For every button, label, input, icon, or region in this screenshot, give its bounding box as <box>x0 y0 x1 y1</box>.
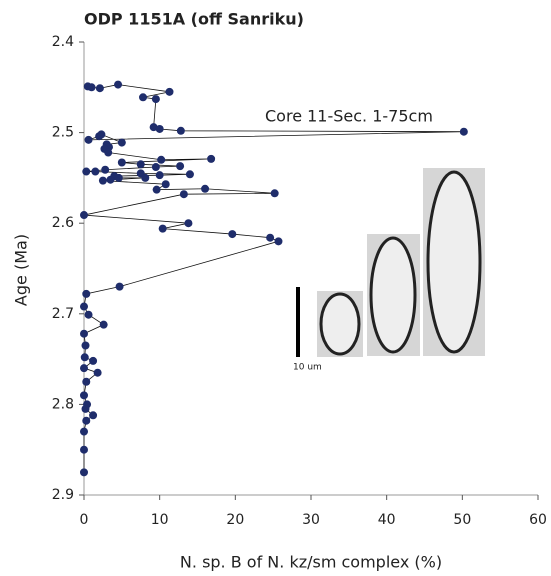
data-point <box>80 445 88 454</box>
chart-title: ODP 1151A (off Sanriku) <box>84 10 304 29</box>
data-point <box>80 364 88 373</box>
data-point <box>115 282 124 291</box>
data-point <box>141 173 150 182</box>
data-point <box>97 130 106 139</box>
data-point <box>228 230 237 239</box>
x-tick-label: 0 <box>80 512 89 528</box>
data-point <box>84 310 93 319</box>
data-point <box>157 155 166 164</box>
data-point <box>80 391 88 400</box>
data-point <box>114 173 123 182</box>
data-point <box>139 93 148 102</box>
data-point <box>82 167 91 176</box>
data-point <box>106 175 115 184</box>
diatom-images <box>296 168 485 357</box>
x-tick-label: 20 <box>226 512 244 528</box>
y-tick-label: 2.6 <box>52 215 74 231</box>
data-point <box>101 165 110 174</box>
y-axis-label: Age (Ma) <box>12 234 31 306</box>
x-axis-label: N. sp. B of N. kz/sm complex (%) <box>180 553 442 572</box>
data-point <box>155 124 164 133</box>
data-point <box>165 87 174 96</box>
data-point <box>158 224 167 233</box>
x-tick-label: 10 <box>151 512 169 528</box>
data-point <box>104 148 113 157</box>
x-tick-label: 40 <box>378 512 396 528</box>
data-point <box>80 302 88 311</box>
data-point <box>201 184 210 193</box>
data-point <box>84 135 93 144</box>
data-point <box>151 163 160 172</box>
data-point <box>80 468 88 477</box>
data-point <box>266 233 275 242</box>
data-point <box>270 189 279 198</box>
data-point <box>114 80 123 89</box>
y-tick-label: 2.7 <box>52 306 74 322</box>
scale-bar-label: 10 um <box>293 363 322 373</box>
y-tick-label: 2.9 <box>52 487 74 503</box>
y-tick-label: 2.4 <box>52 34 74 50</box>
data-point <box>95 84 104 93</box>
data-point <box>87 83 96 92</box>
y-tick-label: 2.8 <box>52 396 74 412</box>
data-point <box>89 411 98 420</box>
data-point <box>176 162 185 171</box>
data-point <box>81 341 90 350</box>
data-point <box>91 167 100 176</box>
data-point <box>207 154 216 163</box>
data-point <box>149 123 158 132</box>
data-point <box>80 353 89 362</box>
data-point <box>82 377 91 386</box>
data-point <box>81 404 90 413</box>
data-point <box>82 416 91 425</box>
data-point <box>184 219 193 228</box>
data-point <box>80 329 88 338</box>
x-tick-label: 30 <box>302 512 320 528</box>
data-point <box>179 190 188 199</box>
data-point <box>117 158 126 167</box>
data-point <box>152 185 161 194</box>
data-point <box>274 237 283 246</box>
data-point <box>82 289 91 298</box>
data-point <box>80 427 88 436</box>
data-point <box>117 138 126 147</box>
y-tick-label: 2.5 <box>52 125 74 141</box>
x-tick-label: 60 <box>529 512 547 528</box>
data-point <box>161 180 170 189</box>
data-point <box>80 211 88 220</box>
data-point <box>176 126 185 135</box>
data-point <box>459 127 468 136</box>
x-tick-label: 50 <box>453 512 471 528</box>
data-point <box>98 176 107 185</box>
data-point <box>151 95 160 104</box>
data-point <box>89 356 98 365</box>
data-point <box>155 171 164 180</box>
annotation: Core 11-Sec. 1-75cm <box>265 107 433 126</box>
data-point <box>93 368 102 377</box>
data-point <box>99 320 108 329</box>
data-point <box>185 170 194 179</box>
data-point <box>136 160 145 169</box>
